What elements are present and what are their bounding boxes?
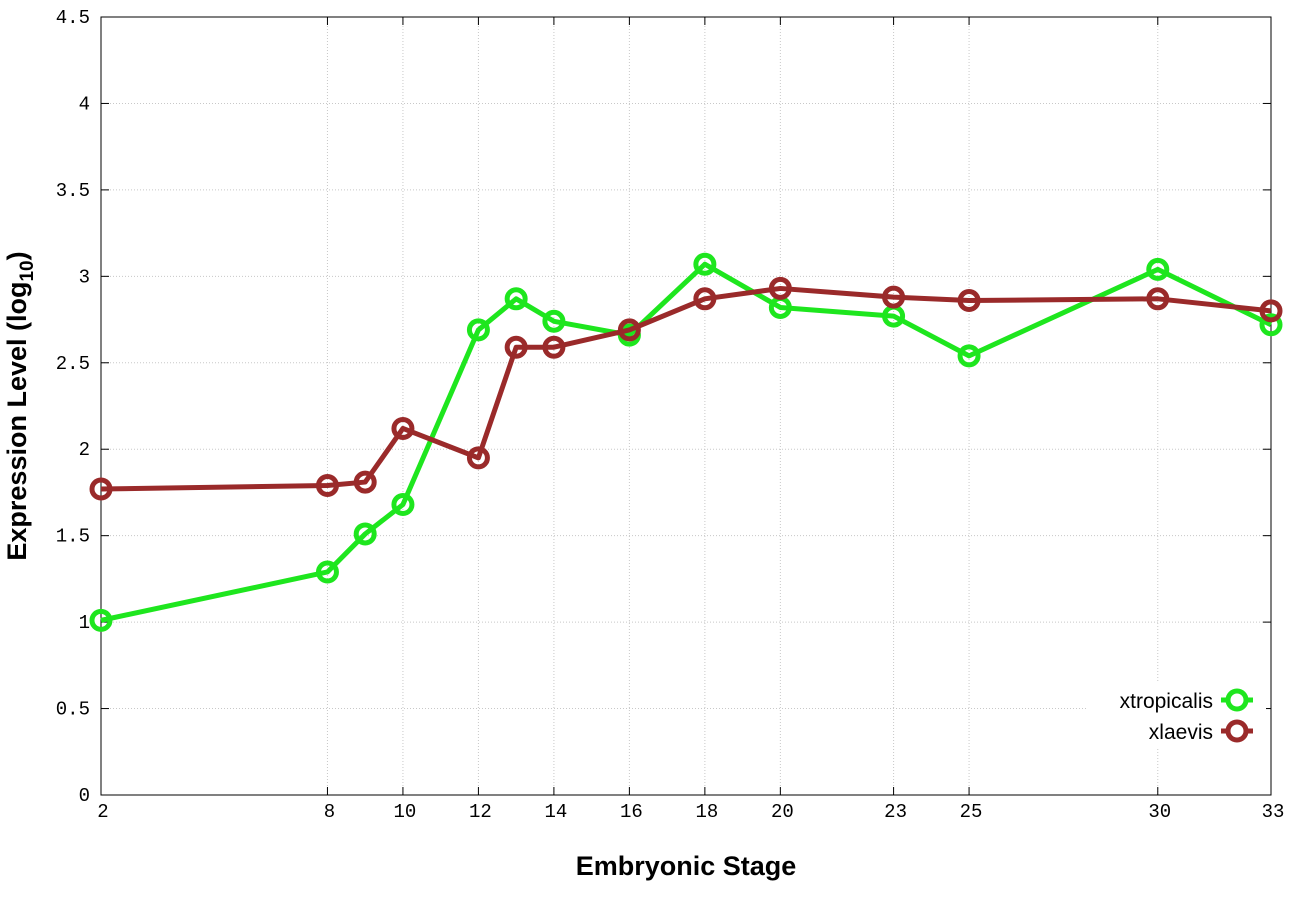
data-point-xtropicalis (504, 287, 528, 311)
legend-marker-xtropicalis (1225, 688, 1249, 712)
y-tick-label: 2.5 (56, 353, 90, 375)
data-point-xlaevis (882, 285, 906, 309)
data-point-xtropicalis (315, 560, 339, 584)
data-point-xtropicalis (957, 344, 981, 368)
data-point-xlaevis (315, 474, 339, 498)
x-axis-title: Embryonic Stage (576, 851, 797, 881)
data-point-xtropicalis (466, 318, 490, 342)
x-tick-label: 23 (884, 801, 907, 823)
data-point-xlaevis (504, 335, 528, 359)
legend-item-xlaevis: xlaevis (1149, 719, 1253, 744)
y-tick-label: 3.5 (56, 180, 90, 202)
series-line-xlaevis (100, 285, 1272, 492)
y-tick-label: 4 (79, 93, 90, 115)
data-point-xtropicalis (1146, 257, 1170, 281)
data-point-xlaevis (957, 289, 981, 313)
data-point-xlaevis (1259, 299, 1283, 323)
data-point-xtropicalis (89, 608, 113, 632)
x-tick-label: 20 (771, 801, 794, 823)
data-point-xlaevis (693, 287, 717, 311)
x-tick-label: 18 (695, 801, 718, 823)
data-point-xtropicalis (391, 493, 415, 517)
data-point-xlaevis (768, 276, 792, 300)
y-tick-label: 4.5 (56, 7, 90, 29)
y-tick-label: 1 (79, 612, 90, 634)
tick-labels: 0 0.5 1 1.5 2 2.5 3 3.5 4 4.5 2 8 10 12 14 16 18 20 23 25 30… (56, 7, 1285, 823)
y-tick-label: 2 (79, 439, 90, 461)
y-tick-label: 1.5 (56, 526, 90, 548)
data-point-xlaevis (353, 470, 377, 494)
x-tick-label: 33 (1262, 801, 1285, 823)
x-tick-label: 10 (394, 801, 417, 823)
legend-marker-xlaevis (1225, 719, 1249, 743)
series-xlaevis (89, 276, 1283, 501)
data-point-xtropicalis (542, 309, 566, 333)
plot-frame (100, 16, 1272, 796)
legend-label-xtropicalis: xtropicalis (1120, 690, 1213, 713)
series-xtropicalis (89, 252, 1283, 632)
legend: xtropicalis xlaevis (1088, 683, 1266, 747)
y-tick-label: 0 (79, 785, 90, 807)
data-point-xlaevis (89, 477, 113, 501)
data-point-xlaevis (542, 335, 566, 359)
y-tick-label: 3 (79, 266, 90, 288)
data-point-xtropicalis (1259, 313, 1283, 337)
x-tick-label: 14 (544, 801, 567, 823)
y-axis-title-main: Expression Level (log (2, 282, 32, 561)
data-point-xtropicalis (693, 252, 717, 276)
y-tick-label: 0.5 (56, 699, 90, 721)
legend-item-xtropicalis: xtropicalis (1120, 688, 1253, 713)
y-axis-title: Expression Level (log10) (2, 251, 38, 560)
data-point-xlaevis (1146, 287, 1170, 311)
y-axis-title-subscript: 10 (17, 260, 38, 281)
x-tick-label: 8 (324, 801, 335, 823)
x-tick-label: 12 (469, 801, 492, 823)
x-tick-label: 25 (960, 801, 983, 823)
x-tick-label: 2 (97, 801, 108, 823)
data-point-xtropicalis (353, 522, 377, 546)
legend-label-xlaevis: xlaevis (1149, 721, 1213, 744)
data-series (89, 252, 1283, 632)
data-point-xlaevis (617, 318, 641, 342)
x-tick-label: 16 (620, 801, 643, 823)
x-tick-label: 30 (1148, 801, 1171, 823)
y-axis-title-close: ) (2, 251, 32, 260)
data-point-xlaevis (391, 416, 415, 440)
data-point-xlaevis (466, 446, 490, 470)
grid-lines (101, 17, 1271, 795)
series-line-xtropicalis (100, 261, 1273, 623)
tick-marks (100, 16, 1272, 796)
